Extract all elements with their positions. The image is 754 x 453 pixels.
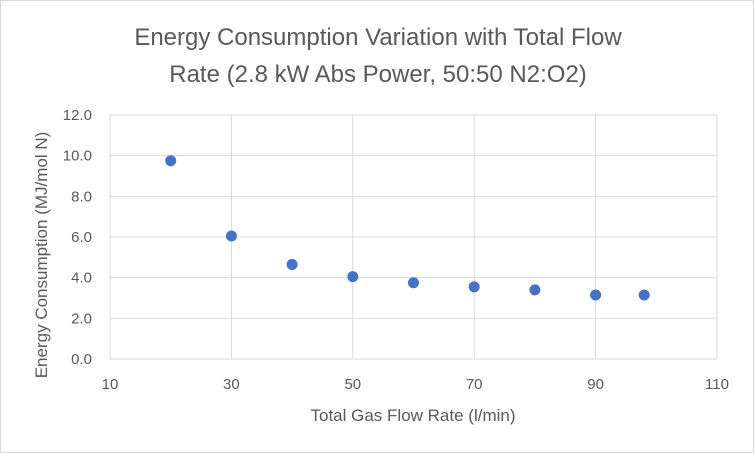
data-point-0-2 — [286, 258, 298, 270]
x-axis-title: Total Gas Flow Rate (l/min) — [311, 406, 516, 425]
tick-labels: 0.0 2.0 4.0 6.0 8.0 10.0 12.0 10 30 50 70 90 110 — [63, 107, 729, 393]
data-point-0-1 — [225, 230, 237, 242]
data-point-0-6 — [529, 284, 541, 296]
data-point-0-0 — [165, 155, 177, 167]
y-tick-label-2: 4.0 — [71, 270, 92, 287]
y-tick-label-6: 12.0 — [63, 107, 92, 124]
y-tick-label-0: 0.0 — [71, 351, 92, 368]
x-tick-label-0: 10 — [102, 376, 119, 393]
data-point-0-7 — [590, 289, 602, 301]
chart-title-line-2: Rate (2.8 kW Abs Power, 50:50 N2:O2) — [169, 61, 587, 88]
data-points — [165, 155, 650, 301]
chart-title-line-1: Energy Consumption Variation with Total … — [134, 24, 622, 51]
y-tick-label-4: 8.0 — [71, 188, 92, 205]
y-tick-label-1: 2.0 — [71, 310, 92, 327]
gridlines — [109, 114, 718, 360]
x-tick-label-2: 50 — [344, 376, 361, 393]
x-tick-label-5: 110 — [705, 376, 729, 393]
x-tick-label-4: 90 — [587, 376, 604, 393]
y-tick-label-5: 10.0 — [63, 148, 92, 165]
y-axis-title: Energy Consumption (MJ/mol N) — [32, 132, 51, 379]
data-point-0-4 — [408, 277, 419, 289]
data-point-0-3 — [347, 271, 359, 283]
y-tick-label-3: 6.0 — [71, 229, 92, 246]
data-point-0-5 — [468, 281, 480, 293]
x-tick-label-1: 30 — [223, 376, 240, 393]
data-point-0-8 — [638, 289, 650, 301]
x-tick-label-3: 70 — [466, 376, 483, 393]
